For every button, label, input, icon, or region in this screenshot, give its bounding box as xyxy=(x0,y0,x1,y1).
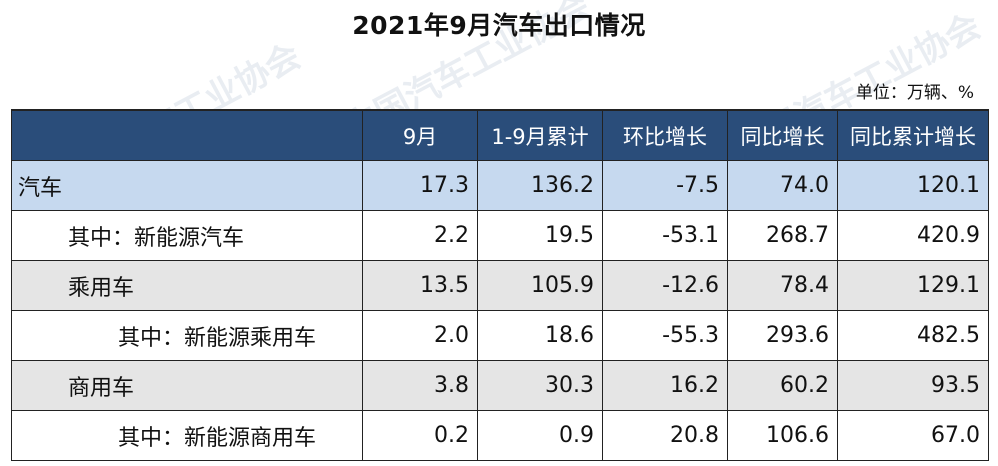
cell-mom: -7.5 xyxy=(602,160,728,211)
cell-month: 2.2 xyxy=(362,210,478,261)
cell-ytd: 136.2 xyxy=(477,160,603,211)
table-row: 乘用车 13.5 105.9 -12.6 78.4 129.1 xyxy=(11,260,989,311)
row-label: 其中：新能源汽车 xyxy=(11,210,363,261)
table-row: 汽车 17.3 136.2 -7.5 74.0 120.1 xyxy=(11,160,989,211)
table-row: 其中：新能源汽车 2.2 19.5 -53.1 268.7 420.9 xyxy=(11,210,989,261)
cell-ytd: 30.3 xyxy=(477,360,603,411)
header-cell-ytd: 1-9月累计 xyxy=(477,109,603,161)
row-label: 乘用车 xyxy=(11,260,363,311)
cell-mom: -53.1 xyxy=(602,210,728,261)
cell-ytd-yoy: 120.1 xyxy=(837,160,989,211)
cell-month: 2.0 xyxy=(362,310,478,361)
row-label: 商用车 xyxy=(11,360,363,411)
export-table: 9月 1-9月累计 环比增长 同比增长 同比累计增长 汽车 17.3 136.2… xyxy=(11,109,989,461)
cell-ytd: 18.6 xyxy=(477,310,603,361)
row-label: 汽车 xyxy=(11,160,363,211)
cell-ytd-yoy: 420.9 xyxy=(837,210,989,261)
cell-ytd-yoy: 482.5 xyxy=(837,310,989,361)
header-cell-yoy: 同比增长 xyxy=(727,109,838,161)
cell-month: 13.5 xyxy=(362,260,478,311)
cell-ytd-yoy: 129.1 xyxy=(837,260,989,311)
cell-ytd: 0.9 xyxy=(477,410,603,461)
header-cell-ytd-yoy: 同比累计增长 xyxy=(837,109,989,161)
cell-yoy: 268.7 xyxy=(727,210,838,261)
cell-yoy: 78.4 xyxy=(727,260,838,311)
header-row: 9月 1-9月累计 环比增长 同比增长 同比累计增长 xyxy=(11,109,989,161)
cell-mom: -12.6 xyxy=(602,260,728,311)
unit-label: 单位：万辆、% xyxy=(855,83,974,103)
cell-month: 3.8 xyxy=(362,360,478,411)
table-row: 其中：新能源商用车 0.2 0.9 20.8 106.6 67.0 xyxy=(11,410,989,461)
row-label: 其中：新能源乘用车 xyxy=(11,310,363,361)
cell-mom: 20.8 xyxy=(602,410,728,461)
cell-ytd-yoy: 67.0 xyxy=(837,410,989,461)
header-cell-mom: 环比增长 xyxy=(602,109,728,161)
cell-yoy: 74.0 xyxy=(727,160,838,211)
cell-ytd-yoy: 93.5 xyxy=(837,360,989,411)
table-row: 其中：新能源乘用车 2.0 18.6 -55.3 293.6 482.5 xyxy=(11,310,989,361)
cell-month: 17.3 xyxy=(362,160,478,211)
cell-yoy: 60.2 xyxy=(727,360,838,411)
table-title: 2021年9月汽车出口情况 xyxy=(352,11,646,40)
table-row: 商用车 3.8 30.3 16.2 60.2 93.5 xyxy=(11,360,989,411)
header-cell-month: 9月 xyxy=(362,109,478,161)
cell-yoy: 106.6 xyxy=(727,410,838,461)
row-label: 其中：新能源商用车 xyxy=(11,410,363,461)
cell-yoy: 293.6 xyxy=(727,310,838,361)
cell-ytd: 105.9 xyxy=(477,260,603,311)
cell-month: 0.2 xyxy=(362,410,478,461)
cell-mom: -55.3 xyxy=(602,310,728,361)
cell-ytd: 19.5 xyxy=(477,210,603,261)
header-cell-blank xyxy=(11,109,363,161)
cell-mom: 16.2 xyxy=(602,360,728,411)
